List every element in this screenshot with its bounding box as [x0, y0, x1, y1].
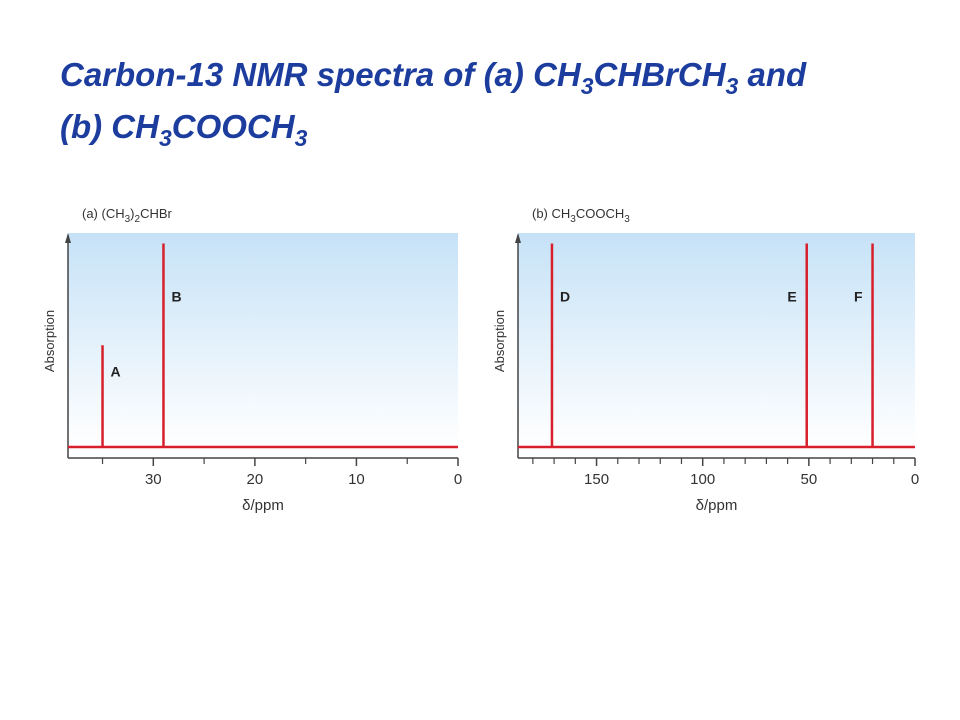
x-axis-label: δ/ppm	[696, 497, 738, 514]
subscript: 3	[570, 214, 576, 225]
subscript: 3	[159, 125, 172, 151]
chart-subtitle: (a) (CH3)2CHBr	[82, 206, 173, 225]
subscript: 2	[135, 214, 141, 225]
text-segment: COOCH	[576, 206, 624, 221]
text-segment: (b) CH	[532, 206, 570, 221]
x-tick-label: 0	[911, 471, 919, 488]
text-segment: CHBr	[140, 206, 172, 221]
x-tick-label: 100	[690, 471, 715, 488]
peak-label: A	[111, 364, 121, 380]
x-tick-label: 10	[348, 471, 365, 488]
peak-label: F	[854, 288, 863, 304]
subscript: 3	[624, 214, 630, 225]
text-segment: )	[130, 206, 134, 221]
x-axis-label: δ/ppm	[242, 497, 284, 514]
text-segment: (a) (CH	[82, 206, 125, 221]
peak-label: E	[787, 288, 796, 304]
peak-label: B	[171, 288, 181, 304]
x-tick-label: 0	[454, 471, 462, 488]
subscript: 3	[581, 73, 594, 99]
subscript: 3	[726, 73, 739, 99]
text-segment: Carbon-13 NMR spectra of (a) CH	[60, 56, 582, 93]
plot-background	[68, 233, 458, 447]
x-tick-label: 50	[801, 471, 818, 488]
subscript: 3	[125, 214, 131, 225]
plot-background	[518, 233, 915, 447]
text-segment: COOCH	[172, 108, 296, 145]
y-axis-label: Absorption	[42, 310, 57, 372]
x-tick-label: 150	[584, 471, 609, 488]
y-axis-arrow	[65, 233, 71, 243]
text-segment: (b) CH	[60, 108, 160, 145]
x-tick-label: 30	[145, 471, 162, 488]
text-segment: and	[738, 56, 807, 93]
text-segment: CHBrCH	[594, 56, 727, 93]
slide-title: Carbon-13 NMR spectra of (a) CH3CHBrCH3 …	[60, 56, 807, 99]
chart-subtitle: (b) CH3COOCH3	[532, 206, 630, 225]
y-axis-label: Absorption	[492, 310, 507, 372]
subscript: 3	[295, 125, 308, 151]
x-tick-label: 20	[247, 471, 264, 488]
slide-title: (b) CH3COOCH3	[60, 108, 308, 151]
peak-label: D	[560, 288, 570, 304]
y-axis-arrow	[515, 233, 521, 243]
